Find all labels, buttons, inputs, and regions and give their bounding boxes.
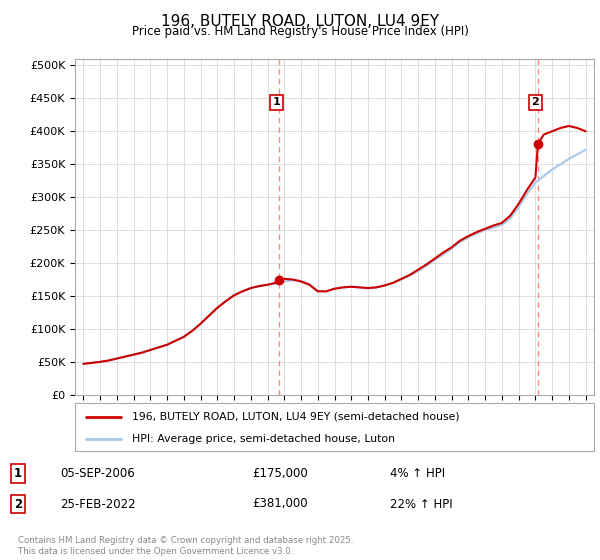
Text: 25-FEB-2022: 25-FEB-2022 (60, 497, 136, 511)
Text: 4% ↑ HPI: 4% ↑ HPI (390, 466, 445, 480)
Text: HPI: Average price, semi-detached house, Luton: HPI: Average price, semi-detached house,… (132, 434, 395, 444)
Text: 196, BUTELY ROAD, LUTON, LU4 9EY (semi-detached house): 196, BUTELY ROAD, LUTON, LU4 9EY (semi-d… (132, 412, 460, 422)
FancyBboxPatch shape (75, 403, 594, 451)
Text: £381,000: £381,000 (252, 497, 308, 511)
Text: 2: 2 (14, 497, 22, 511)
Text: Price paid vs. HM Land Registry's House Price Index (HPI): Price paid vs. HM Land Registry's House … (131, 25, 469, 38)
Text: 05-SEP-2006: 05-SEP-2006 (60, 466, 135, 480)
Text: £175,000: £175,000 (252, 466, 308, 480)
Text: 196, BUTELY ROAD, LUTON, LU4 9EY: 196, BUTELY ROAD, LUTON, LU4 9EY (161, 14, 439, 29)
Text: 1: 1 (272, 97, 280, 108)
Text: Contains HM Land Registry data © Crown copyright and database right 2025.
This d: Contains HM Land Registry data © Crown c… (18, 536, 353, 556)
Text: 22% ↑ HPI: 22% ↑ HPI (390, 497, 452, 511)
Text: 1: 1 (14, 466, 22, 480)
Text: 2: 2 (532, 97, 539, 108)
